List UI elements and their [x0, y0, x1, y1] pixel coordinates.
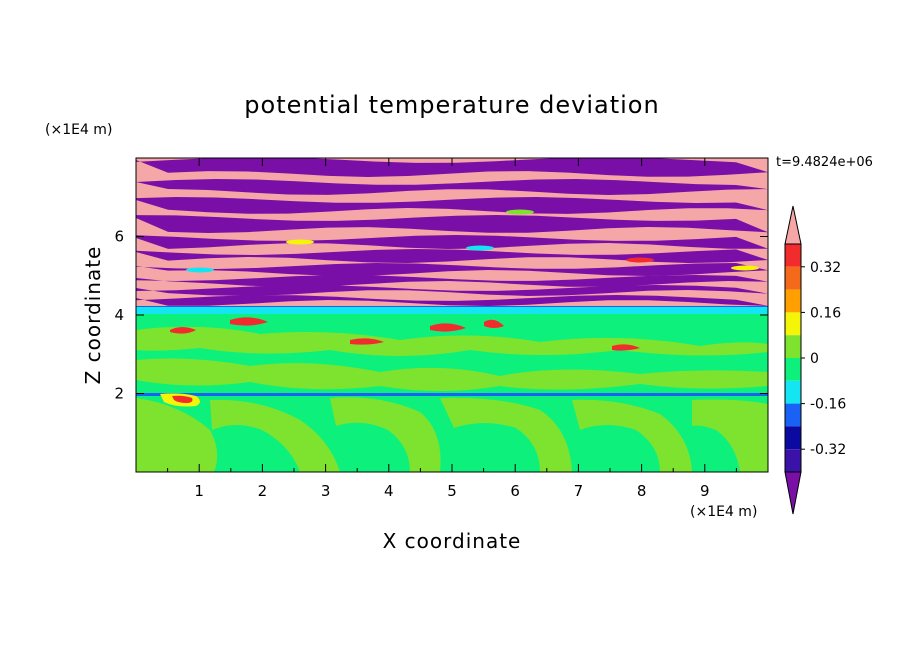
- colorbar-swatch: [785, 358, 801, 381]
- colorbar-label: 0.32: [810, 260, 841, 276]
- field-green-patch: [136, 326, 768, 356]
- field-warm-streak: [170, 327, 196, 334]
- x-tick-label: 4: [384, 482, 394, 500]
- field-warm-streak: [484, 319, 504, 328]
- field-warm-streak: [430, 323, 466, 332]
- x-tick-label: 2: [258, 482, 268, 500]
- field-accent-streak: [506, 209, 534, 215]
- colorbar-label: 0.16: [810, 305, 841, 321]
- x-tick-label: 9: [700, 482, 710, 500]
- colorbar-swatch: [785, 289, 801, 313]
- x-tick-labels: 1 2 3 4 5 6 7 8 9: [194, 482, 709, 500]
- colorbar-label: -0.16: [810, 397, 846, 413]
- colorbar-swatch: [785, 266, 801, 290]
- field-green-patch: [692, 399, 768, 472]
- x-tick-label: 5: [447, 482, 457, 500]
- field-accent-streak: [731, 265, 759, 271]
- colorbar-swatch: [785, 426, 801, 450]
- field-green-patch: [572, 399, 692, 472]
- field-accent-streak: [286, 239, 314, 245]
- colorbar-swatch: [785, 449, 801, 472]
- y-tick-label: 2: [114, 385, 124, 403]
- contour-field: [136, 158, 768, 472]
- colorbar-bottom-arrow: [784, 471, 802, 515]
- field-interface-z2: [136, 393, 768, 396]
- y-axis-label: Z coordinate: [81, 246, 105, 385]
- y-tick-label: 6: [114, 228, 124, 246]
- field-warm-streak: [350, 338, 384, 345]
- field-green-patch: [136, 398, 218, 472]
- colorbar-top-arrow: [784, 205, 802, 245]
- field-stratum: [136, 235, 768, 249]
- colorbar-label: -0.32: [810, 442, 846, 458]
- x-tick-label: 8: [637, 482, 647, 500]
- x-tick-label: 6: [510, 482, 520, 500]
- field-stratum: [136, 249, 768, 263]
- field-stratum: [136, 158, 768, 177]
- y-unit-label: (×1E4 m): [45, 122, 112, 138]
- colorbar-swatch: [785, 403, 801, 427]
- x-tick-label: 3: [321, 482, 331, 500]
- field-green-patch: [210, 399, 340, 472]
- field-stratum: [136, 285, 768, 296]
- field-stratum: [136, 275, 768, 287]
- axis-ticks: [136, 158, 768, 472]
- field-green-patch: [330, 397, 441, 472]
- field-warm-streak: [230, 317, 268, 326]
- field-green-patch: [136, 358, 768, 391]
- y-tick-labels: 2 4 6: [114, 228, 124, 403]
- chart-title: potential temperature deviation: [244, 91, 659, 119]
- x-tick-label: 7: [574, 482, 584, 500]
- field-accent-streak: [186, 267, 214, 273]
- colorbar-swatch: [785, 380, 801, 404]
- colorbar: [784, 205, 802, 515]
- field-accent-streak: [626, 257, 654, 263]
- colorbar-swatch: [785, 312, 801, 336]
- colorbar-labels: 0.32 0.16 0 -0.16 -0.32: [801, 260, 846, 458]
- field-interface-z4: [136, 306, 768, 314]
- x-axis-label: X coordinate: [383, 529, 522, 553]
- field-stratum: [136, 263, 768, 276]
- colorbar-swatch: [785, 244, 801, 267]
- time-label: t=9.4824e+06: [776, 155, 873, 170]
- colorbar-swatch: [785, 335, 801, 358]
- x-unit-label: (×1E4 m): [690, 504, 757, 520]
- field-green-patch: [440, 397, 572, 472]
- x-tick-label: 1: [194, 482, 204, 500]
- y-tick-label: 4: [114, 306, 124, 324]
- field-stratum: [136, 197, 768, 214]
- field-stratum: [136, 215, 768, 233]
- field-accent-streak: [466, 245, 494, 251]
- colorbar-label: 0: [810, 351, 819, 367]
- field-stratum: [136, 295, 768, 306]
- field-stratum: [136, 179, 768, 195]
- field-warm-blob: [172, 395, 193, 403]
- field-warm-streak: [612, 344, 640, 351]
